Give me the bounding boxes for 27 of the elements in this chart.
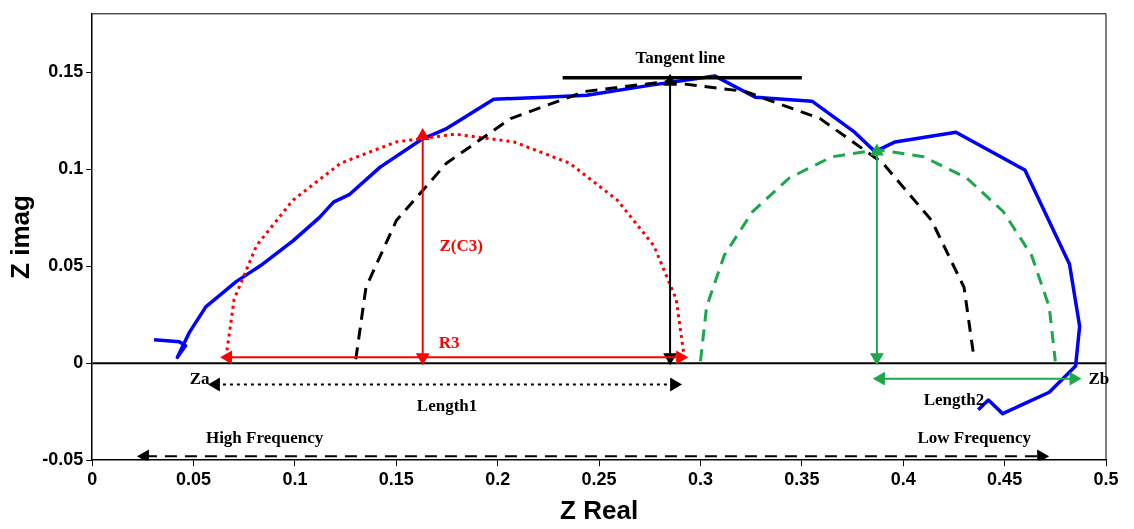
x-tick-label: 0.1 xyxy=(282,468,308,489)
y-tick-label: 0.1 xyxy=(58,158,84,179)
x-tick-label: 0 xyxy=(87,468,98,489)
y-tick-label: 0.15 xyxy=(48,60,84,81)
y-tick-label: 0.05 xyxy=(48,255,84,276)
y-tick-label: -0.05 xyxy=(42,449,84,470)
x-tick-label: 0.35 xyxy=(784,468,820,489)
x-tick-label: 0.05 xyxy=(176,468,212,489)
annotation: Z(C3) xyxy=(439,236,483,256)
annotation: Tangent line xyxy=(635,47,726,67)
x-tick-label: 0.45 xyxy=(987,468,1023,489)
annotation: Length1 xyxy=(416,396,478,416)
annotation: Za xyxy=(189,369,211,389)
x-tick-label: 0.25 xyxy=(581,468,617,489)
x-tick-label: 0.4 xyxy=(890,468,916,489)
x-tick-label: 0.2 xyxy=(485,468,511,489)
annotation: Length2 xyxy=(923,390,985,410)
annotation: R3 xyxy=(438,333,460,353)
y-axis-title: Z imag xyxy=(4,195,35,279)
x-tick-label: 0.3 xyxy=(687,468,714,489)
y-tick-label: 0 xyxy=(73,352,84,373)
x-tick-label: 0.15 xyxy=(378,468,414,489)
annotation: Zb xyxy=(1088,369,1110,389)
annotation: High Frequency xyxy=(205,428,324,448)
x-tick-label: 0.5 xyxy=(1093,468,1119,489)
x-axis-title: Z Real xyxy=(560,494,639,525)
annotation: Low Frequency xyxy=(917,428,1032,448)
